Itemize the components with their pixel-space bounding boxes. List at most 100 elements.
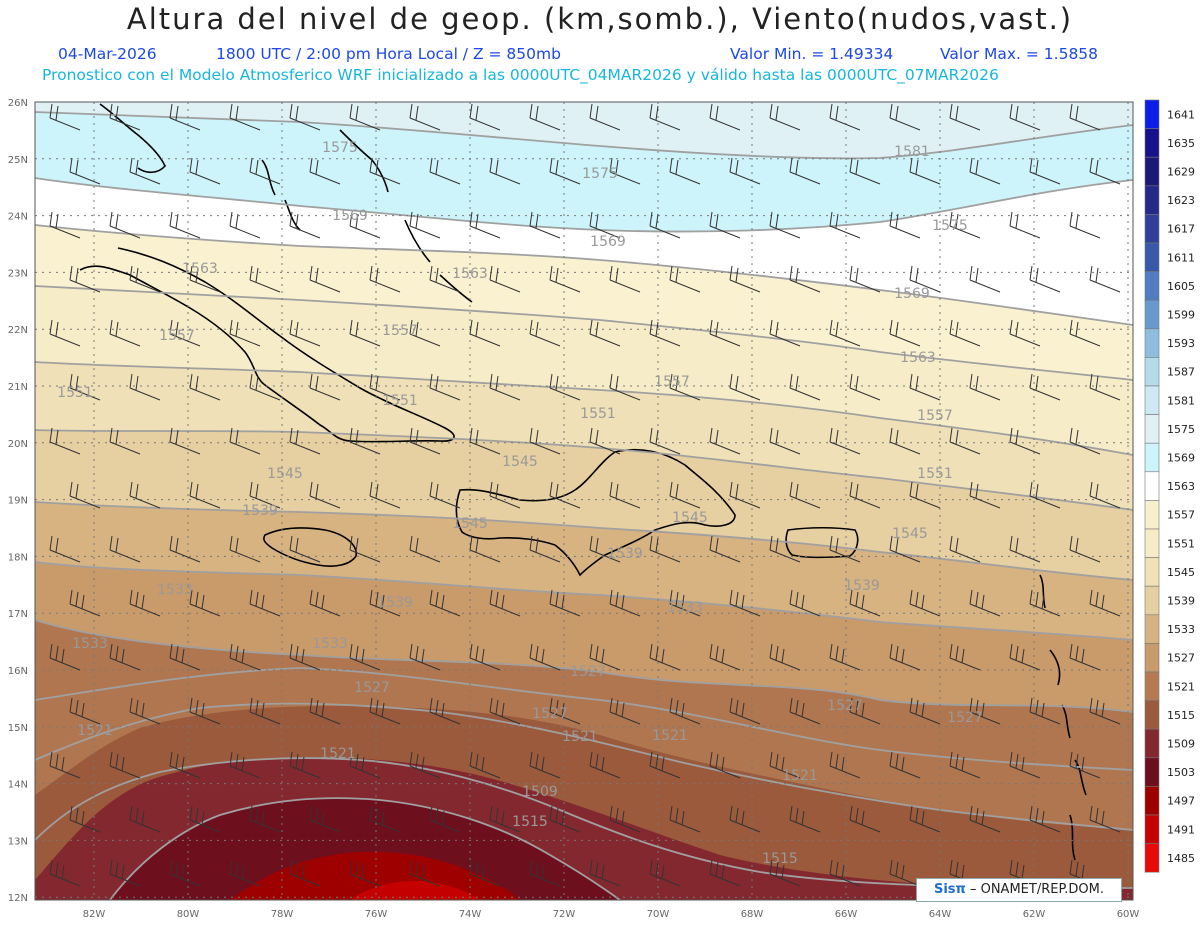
wind-barb <box>709 319 741 347</box>
wind-barb <box>189 697 221 725</box>
wind-barb <box>429 697 461 725</box>
wind-barb <box>549 481 581 509</box>
colorbar-box <box>1144 99 1160 129</box>
wind-barb <box>1089 589 1121 617</box>
wind-barb <box>129 157 161 185</box>
wind-barb <box>369 589 401 617</box>
wind-barb <box>429 805 461 833</box>
wind-barb <box>349 535 381 563</box>
wind-barb <box>489 265 521 293</box>
wind-barb <box>1029 373 1061 401</box>
wind-barb <box>849 481 881 509</box>
contour-1581 <box>34 111 1134 160</box>
contour-label: 1509 <box>522 784 558 800</box>
lon-label: 78W <box>271 909 294 920</box>
contour-label: 1563 <box>900 350 936 366</box>
wind-barb <box>489 697 521 725</box>
wind-barb <box>349 319 381 347</box>
contour-1521 <box>34 702 1134 831</box>
wind-barb <box>189 481 221 509</box>
colorbar-box <box>1144 843 1160 873</box>
sispi-logo: Sisπ <box>933 882 966 897</box>
contour-label: 1527 <box>570 664 606 680</box>
wind-barb <box>349 859 381 887</box>
wind-barb <box>409 859 441 887</box>
colorbar-label: 1575 <box>1167 423 1195 436</box>
lat-label: 23N <box>8 268 28 279</box>
contour-label: 1563 <box>452 266 488 282</box>
wind-barb <box>469 535 501 563</box>
wind-barb <box>729 265 761 293</box>
wind-barb <box>249 373 281 401</box>
contour-label: 1527 <box>532 706 568 722</box>
lon-label: 80W <box>177 909 200 920</box>
wind-barb <box>549 265 581 293</box>
wind-barb <box>849 805 881 833</box>
wind-barb <box>469 751 501 779</box>
wind-barb <box>529 319 561 347</box>
contour-label: 1569 <box>590 234 626 250</box>
wind-barb <box>729 481 761 509</box>
band-1503 <box>110 798 620 900</box>
contour-label: 1539 <box>242 503 278 519</box>
wind-barb <box>729 697 761 725</box>
wind-barb <box>1069 751 1101 779</box>
colorbar-box <box>1144 214 1160 244</box>
wind-barb <box>969 697 1001 725</box>
wind-barb <box>1089 157 1121 185</box>
contour-label: 1527 <box>827 698 863 714</box>
wind-barb <box>309 481 341 509</box>
contour-label: 1575 <box>322 140 358 156</box>
contour-label: 1557 <box>159 328 195 344</box>
wind-barb <box>1029 481 1061 509</box>
wind-barb <box>709 535 741 563</box>
wind-barb <box>909 697 941 725</box>
colorbar-box <box>1144 528 1160 558</box>
lat-label: 25N <box>8 155 28 166</box>
contour-label: 1545 <box>502 454 538 470</box>
wind-barb <box>289 535 321 563</box>
wind-barb <box>109 751 141 779</box>
wind-barb <box>1009 103 1041 131</box>
wind-barb <box>129 265 161 293</box>
wind-barb <box>769 535 801 563</box>
contour-label: 1533 <box>157 582 193 598</box>
contour-label: 1527 <box>354 680 390 696</box>
lat-label: 15N <box>8 723 28 734</box>
wind-barb <box>309 373 341 401</box>
contour-label: 1545 <box>267 466 303 482</box>
wind-barb <box>709 103 741 131</box>
wind-barb <box>189 157 221 185</box>
wind-barb <box>969 805 1001 833</box>
colorbar-label: 1545 <box>1167 566 1195 579</box>
wind-barb <box>1009 319 1041 347</box>
contour-1557 <box>34 361 1134 456</box>
contour-label: 1533 <box>72 636 108 652</box>
wind-barb <box>169 103 201 131</box>
colorbar-box <box>1144 643 1160 673</box>
wind-barb <box>829 103 861 131</box>
wind-barb <box>649 427 681 455</box>
colorbar-label: 1551 <box>1167 537 1195 550</box>
lon-label: 62W <box>1023 909 1046 920</box>
wind-barb <box>1029 805 1061 833</box>
wind-barb <box>529 103 561 131</box>
wind-barb <box>729 805 761 833</box>
wind-barb <box>529 211 561 239</box>
lon-label: 66W <box>835 909 858 920</box>
wind-barb <box>909 481 941 509</box>
colorbar-label: 1557 <box>1167 509 1195 522</box>
contour-1551 <box>34 429 1134 511</box>
wind-barb <box>949 427 981 455</box>
wind-barb <box>249 265 281 293</box>
colorbar-box <box>1144 357 1160 387</box>
wind-barb <box>789 805 821 833</box>
wind-barb <box>1029 157 1061 185</box>
wind-barb <box>289 643 321 671</box>
colorbar-boxes <box>1144 99 1160 873</box>
wind-barb <box>589 211 621 239</box>
wind-barb <box>369 697 401 725</box>
wind-barb <box>109 211 141 239</box>
wind-barb <box>469 103 501 131</box>
wind-barb <box>349 103 381 131</box>
